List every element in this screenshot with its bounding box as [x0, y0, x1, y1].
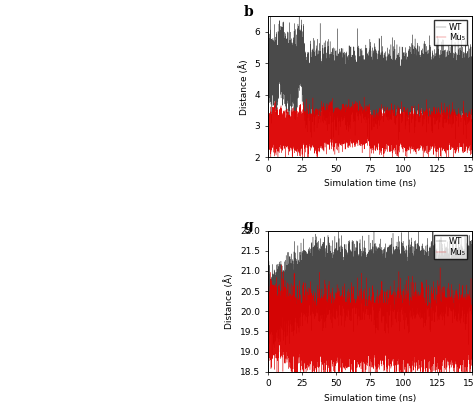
- Mu₅: [448, 351, 454, 356]
- WT: [469, 86, 474, 91]
- Mu₅: [300, 167, 305, 172]
- X-axis label: Simulation time (ns): Simulation time (ns): [324, 394, 416, 403]
- Mu₅: [442, 122, 448, 127]
- Legend: WT, Mu₅: WT, Mu₅: [434, 235, 467, 259]
- Text: b: b: [243, 5, 253, 19]
- Line: WT: WT: [268, 224, 472, 354]
- Mu₅: [469, 137, 474, 142]
- WT: [265, 62, 271, 67]
- WT: [448, 284, 454, 289]
- WT: [442, 297, 448, 302]
- Mu₅: [265, 320, 271, 324]
- WT: [466, 91, 472, 96]
- Mu₅: [465, 396, 471, 400]
- WT: [296, 6, 302, 11]
- WT: [468, 282, 474, 286]
- Mu₅: [468, 125, 474, 130]
- Text: g: g: [243, 219, 253, 234]
- Mu₅: [466, 136, 472, 141]
- Mu₅: [395, 339, 401, 344]
- Y-axis label: Distance (Å): Distance (Å): [239, 59, 249, 114]
- Mu₅: [448, 147, 454, 152]
- Mu₅: [356, 329, 362, 334]
- Mu₅: [361, 95, 367, 99]
- WT: [442, 86, 448, 91]
- WT: [371, 221, 377, 226]
- WT: [466, 297, 472, 302]
- Mu₅: [468, 311, 474, 316]
- WT: [395, 269, 401, 274]
- Legend: WT, Mu₅: WT, Mu₅: [434, 20, 467, 44]
- WT: [269, 351, 275, 356]
- Mu₅: [265, 145, 271, 150]
- WT: [328, 143, 334, 148]
- WT: [265, 289, 271, 294]
- WT: [395, 75, 401, 80]
- Line: Mu₅: Mu₅: [268, 265, 472, 398]
- Y-axis label: Distance (Å): Distance (Å): [225, 274, 235, 329]
- WT: [469, 279, 474, 284]
- Mu₅: [395, 122, 401, 126]
- Mu₅: [466, 322, 472, 327]
- Line: WT: WT: [268, 8, 472, 145]
- Mu₅: [442, 339, 448, 343]
- Mu₅: [356, 133, 362, 138]
- WT: [356, 90, 362, 95]
- WT: [448, 71, 454, 76]
- WT: [356, 270, 362, 275]
- Mu₅: [278, 263, 284, 267]
- Mu₅: [469, 332, 474, 337]
- WT: [468, 100, 474, 105]
- Line: Mu₅: Mu₅: [268, 97, 472, 170]
- X-axis label: Simulation time (ns): Simulation time (ns): [324, 179, 416, 188]
